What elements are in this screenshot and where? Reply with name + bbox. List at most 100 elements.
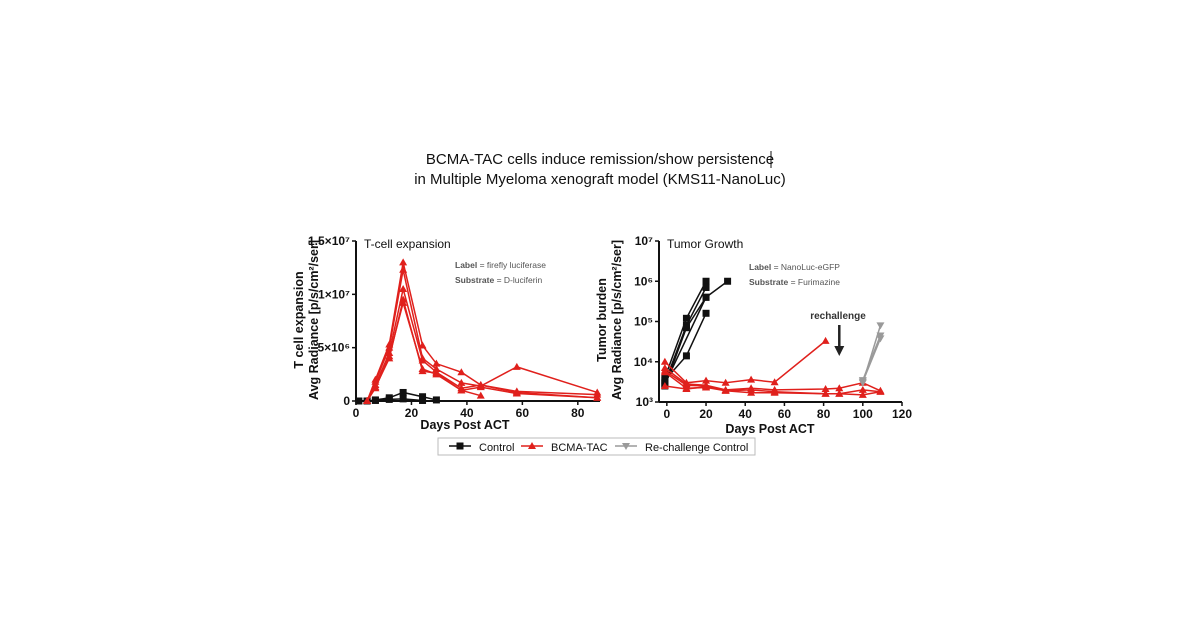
left-bcma-tac-point (457, 378, 466, 386)
right-control-point (682, 324, 690, 332)
legend-marker-bcma-tac (528, 442, 536, 449)
right-bcma-tac-point (682, 385, 691, 393)
left-bcma-tac-point (457, 368, 466, 376)
right-x-tick-label: 80 (817, 407, 831, 421)
left-x-tick-label: 40 (460, 406, 474, 420)
left-bcma-tac-point (371, 384, 380, 392)
right-bcma-tac-point (858, 385, 867, 393)
legend-label-bcma-tac: BCMA-TAC (551, 442, 608, 454)
right-bcma-tac-point (702, 382, 711, 390)
rechallenge-label: rechallenge (810, 311, 866, 322)
legend-marker-re-challenge-control (622, 443, 630, 450)
right-substrate-note: Substrate = Furimazine (749, 277, 840, 287)
right-y-tick-label: 10⁷ (635, 234, 653, 248)
left-bcma-tac-point (476, 383, 485, 391)
left-bcma-tac-point (399, 285, 408, 292)
right-bcma-tac-point (835, 384, 844, 392)
right-bcma-tac-point (821, 385, 830, 393)
legend-label-rechallenge-control: Re-challenge Control (645, 442, 748, 454)
right-y-axis-label-1: Tumor burden (595, 278, 609, 362)
right-label-key: Label (749, 262, 771, 272)
left-control-point (385, 395, 393, 403)
left-y-tick-label: 5×10⁶ (317, 341, 350, 355)
figure-title-line-1: BCMA-TAC cells induce remission/show per… (426, 151, 774, 168)
right-control-point (702, 309, 710, 317)
right-re-challenge-control-point (876, 335, 885, 343)
left-bcma-tac-point (385, 352, 394, 360)
right-substrate-key: Substrate (749, 277, 788, 287)
right-control-point (702, 277, 710, 285)
left-substrate-key: Substrate (455, 275, 494, 285)
right-y-tick-label: 10³ (636, 395, 653, 409)
right-bcma-tac-point (747, 375, 756, 383)
right-bcma-tac-point (858, 390, 867, 398)
left-chart-title: T-cell expansion (364, 237, 451, 251)
right-y-axis-label-2: Avg Radiance [p/s/cm²/ser] (610, 240, 624, 400)
right-chart-title: Tumor Growth (667, 237, 743, 251)
left-bcma-tac-point (399, 258, 408, 266)
left-y-tick-label: 1.5×10⁷ (308, 234, 350, 248)
left-bcma-tac-point (593, 393, 602, 401)
left-series-bcma-tac-line (366, 288, 598, 402)
right-substrate-value: = Furimazine (791, 277, 841, 287)
left-label-key: Label (455, 260, 477, 270)
left-control-point (399, 395, 407, 403)
right-y-tick-label: 10⁶ (634, 274, 653, 288)
left-control-point (371, 396, 379, 404)
right-y-tick-label: 10⁴ (634, 355, 653, 369)
right-x-tick-label: 0 (663, 407, 670, 421)
right-bcma-tac-point (747, 388, 756, 396)
right-bcma-tac-point (770, 388, 779, 396)
legend: Control BCMA-TAC Re-challenge Control (437, 437, 756, 456)
left-bcma-tac-point (432, 359, 441, 367)
right-re-challenge-control-point (858, 378, 867, 386)
left-y-tick-label: 1×10⁷ (318, 287, 350, 301)
left-y-axis-label-1: T cell expansion (292, 271, 306, 368)
left-control-point (355, 397, 363, 405)
right-label-value: = NanoLuc-eGFP (774, 262, 841, 272)
right-control-point (661, 376, 669, 384)
left-label-note: Label = firefly luciferase (455, 260, 546, 270)
left-y-tick-label: 0 (343, 394, 350, 408)
right-series-bcma-tac-line (664, 367, 881, 392)
right-bcma-tac-point (660, 357, 669, 365)
left-bcma-tac-point (418, 365, 427, 372)
left-bcma-tac-point (399, 298, 408, 306)
right-control-point (724, 277, 732, 285)
left-series-bcma-tac-line (366, 300, 598, 402)
right-bcma-tac-point (660, 368, 669, 376)
left-bcma-tac-point (363, 397, 372, 404)
right-bcma-tac-point (821, 389, 830, 397)
right-bcma-tac-point (721, 386, 730, 394)
left-x-tick-label: 0 (353, 406, 360, 420)
left-bcma-tac-point (512, 362, 521, 370)
left-substrate-note: Substrate = D-luciferin (455, 275, 542, 285)
legend-label-control: Control (479, 442, 514, 454)
left-bcma-tac-point (432, 370, 441, 378)
right-series-bcma-tac-line (664, 370, 881, 395)
right-bcma-tac-point (702, 376, 711, 384)
left-bcma-tac-point (476, 391, 485, 399)
right-y-tick-label: 10⁵ (634, 315, 653, 329)
legend-box (437, 437, 756, 456)
figure-title-line-2: in Multiple Myeloma xenograft model (KMS… (414, 171, 786, 188)
left-control-point (399, 388, 407, 396)
right-control-point (682, 352, 690, 360)
left-label-value: = firefly luciferase (480, 260, 547, 270)
left-series-bcma-tac-line (366, 269, 598, 402)
left-x-tick-label: 80 (571, 406, 585, 420)
right-bcma-tac-point (876, 387, 885, 395)
left-x-tick-label: 20 (405, 406, 419, 420)
right-x-tick-label: 20 (699, 407, 713, 421)
left-substrate-value: = D-luciferin (497, 275, 543, 285)
left-x-tick-label: 60 (516, 406, 530, 420)
legend-marker-control (456, 442, 464, 450)
right-x-axis-label: Days Post ACT (725, 422, 815, 436)
right-x-tick-label: 120 (892, 407, 912, 421)
right-x-tick-label: 100 (853, 407, 873, 421)
left-bcma-tac-point (457, 386, 466, 394)
rechallenge-arrow-head (834, 346, 845, 356)
right-x-tick-label: 40 (739, 407, 753, 421)
